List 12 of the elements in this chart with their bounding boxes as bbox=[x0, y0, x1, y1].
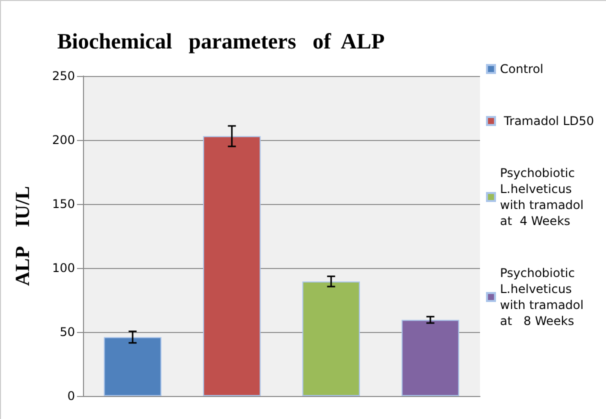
legend-label: Psychobiotic L.helveticus with tramadol at 4 Weeks bbox=[500, 166, 588, 228]
y-tick-label: 100 bbox=[52, 261, 75, 275]
chart-title: Biochemical parameters of ALP bbox=[57, 28, 385, 54]
y-axis-title: ALP IU/L bbox=[12, 186, 34, 286]
legend-label: Tramadol LD50 bbox=[500, 114, 594, 128]
legend-label: Control bbox=[500, 62, 544, 76]
y-tick-label: 0 bbox=[67, 389, 75, 403]
y-tick-label: 200 bbox=[52, 133, 75, 147]
legend-label: Psychobiotic L.helveticus with tramadol at 8 Weeks bbox=[500, 266, 588, 328]
y-tick-label: 50 bbox=[60, 325, 75, 339]
y-tick-label: 150 bbox=[52, 197, 75, 211]
y-tick-label: 250 bbox=[52, 69, 75, 83]
